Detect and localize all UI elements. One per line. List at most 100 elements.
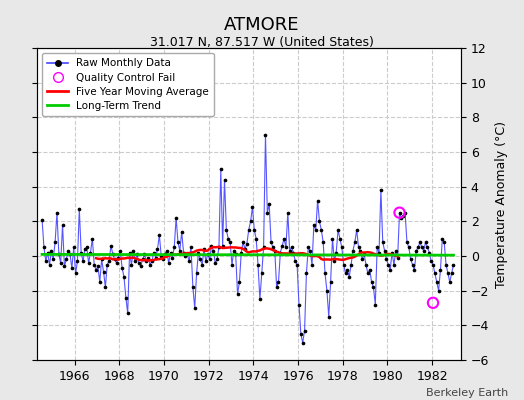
Point (62, 256, 70, 263)
Point (237, 249, 245, 256)
Point (166, 249, 174, 256)
Point (377, 187, 385, 193)
Point (151, 254, 160, 261)
Point (347, 262, 355, 268)
Text: ATMORE: ATMORE (224, 16, 300, 34)
Point (144, 254, 152, 261)
Point (360, 251, 368, 258)
Point (107, 242, 115, 249)
Point (371, 301, 379, 308)
Point (254, 262, 262, 268)
Point (183, 251, 191, 258)
Point (228, 262, 236, 268)
Point (369, 284, 378, 290)
Point (267, 239, 275, 245)
Point (308, 262, 316, 268)
Point (92, 267, 100, 273)
Point (75, 206, 83, 212)
Point (79, 258, 87, 264)
Point (198, 262, 206, 268)
Point (432, 279, 441, 285)
Point (219, 242, 227, 249)
Point (46, 262, 54, 268)
Legend: Raw Monthly Data, Quality Control Fail, Five Year Moving Average, Long-Term Tren: Raw Monthly Data, Quality Control Fail, … (42, 53, 214, 116)
Point (127, 262, 136, 268)
Point (395, 210, 403, 216)
Point (340, 262, 348, 268)
Point (133, 251, 141, 258)
Point (142, 258, 150, 264)
Point (40, 244, 48, 250)
Point (94, 263, 102, 270)
Point (265, 201, 274, 207)
Point (149, 249, 158, 256)
Point (310, 222, 318, 228)
Point (178, 228, 186, 235)
Point (220, 176, 228, 183)
Point (250, 227, 258, 233)
Point (326, 279, 335, 285)
Point (246, 218, 255, 224)
Point (442, 262, 450, 268)
Point (358, 256, 366, 263)
Point (395, 210, 403, 216)
Point (341, 270, 350, 276)
Point (380, 248, 389, 254)
Point (77, 249, 85, 256)
Point (43, 249, 52, 256)
Point (131, 258, 139, 264)
Point (291, 258, 299, 264)
Point (304, 244, 312, 250)
Point (41, 258, 50, 264)
Point (90, 262, 99, 268)
Point (410, 267, 419, 273)
Point (88, 236, 96, 242)
Point (299, 340, 307, 346)
Point (394, 254, 402, 261)
Point (384, 262, 392, 268)
Point (187, 244, 195, 250)
Point (226, 239, 234, 245)
Point (414, 244, 422, 250)
Point (349, 248, 357, 254)
Point (49, 256, 58, 263)
Point (159, 256, 167, 263)
Point (97, 256, 106, 263)
Point (176, 248, 184, 254)
Point (189, 284, 197, 290)
Point (270, 248, 279, 254)
Point (449, 262, 457, 268)
Point (383, 256, 391, 263)
Point (280, 236, 288, 242)
Point (64, 248, 72, 254)
Point (216, 166, 225, 172)
Point (174, 239, 182, 245)
Point (86, 249, 95, 256)
Point (353, 227, 361, 233)
Point (185, 258, 193, 264)
Point (366, 267, 374, 273)
Point (179, 249, 188, 256)
Point (283, 210, 292, 216)
Y-axis label: Temperature Anomaly (°C): Temperature Anomaly (°C) (495, 120, 508, 288)
Point (362, 262, 370, 268)
Point (378, 239, 387, 245)
Point (53, 210, 61, 216)
Point (429, 300, 437, 306)
Point (403, 239, 411, 245)
Point (71, 270, 80, 276)
Point (444, 270, 452, 276)
Point (367, 279, 376, 285)
Point (191, 305, 199, 311)
Point (241, 246, 249, 252)
Point (108, 251, 117, 258)
Text: Berkeley Earth: Berkeley Earth (426, 388, 508, 398)
Point (118, 265, 126, 271)
Point (323, 288, 331, 294)
Point (427, 258, 435, 264)
Point (256, 296, 264, 302)
Point (429, 262, 437, 268)
Point (258, 270, 266, 276)
Point (434, 288, 443, 294)
Point (192, 270, 201, 276)
